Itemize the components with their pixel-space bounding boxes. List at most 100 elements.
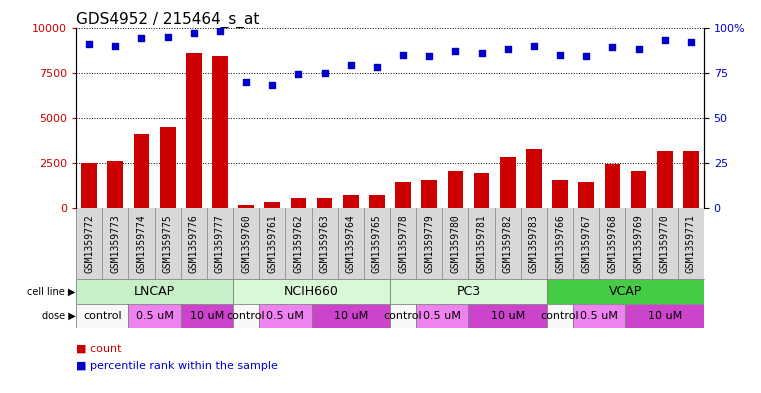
Bar [317,198,333,208]
Bar [500,157,516,208]
Bar [422,180,437,208]
Bar [260,304,311,328]
Point [188,30,200,36]
Bar [265,202,280,208]
Text: GSM1359762: GSM1359762 [294,214,304,273]
Text: GSM1359766: GSM1359766 [555,214,565,273]
Text: GSM1359782: GSM1359782 [503,214,513,273]
Point [449,48,461,54]
Bar [390,279,547,304]
Point [266,82,279,88]
Point [580,53,592,60]
Text: GSM1359778: GSM1359778 [398,214,408,273]
Bar [186,53,202,208]
Text: VCAP: VCAP [609,285,642,298]
Text: GSM1359783: GSM1359783 [529,214,539,273]
Bar [291,198,306,208]
Text: GSM1359770: GSM1359770 [660,214,670,273]
Text: GSM1359781: GSM1359781 [476,214,486,273]
Bar [547,304,573,328]
Text: GSM1359767: GSM1359767 [581,214,591,273]
Bar [626,304,704,328]
Text: 10 uM: 10 uM [333,311,368,321]
Text: dose ▶: dose ▶ [42,311,75,321]
Bar [233,279,390,304]
Bar [469,304,547,328]
Text: control: control [83,311,122,321]
Point [83,40,95,47]
Bar [134,134,149,208]
Point [319,70,331,76]
Bar [212,57,228,208]
Text: GSM1359776: GSM1359776 [189,214,199,273]
Point [161,33,174,40]
Text: 10 uM: 10 uM [491,311,525,321]
Point [397,51,409,58]
Point [423,53,435,60]
Text: GSM1359763: GSM1359763 [320,214,330,273]
Text: 0.5 uM: 0.5 uM [266,311,304,321]
Text: 10 uM: 10 uM [648,311,682,321]
Text: GSM1359760: GSM1359760 [241,214,251,273]
Text: GSM1359775: GSM1359775 [163,214,173,273]
Bar [526,149,542,208]
Bar [631,171,646,208]
Point [371,64,383,70]
Text: GSM1359771: GSM1359771 [686,214,696,273]
Bar [369,195,385,208]
Text: control: control [227,311,266,321]
Text: 0.5 uM: 0.5 uM [581,311,618,321]
Point [607,44,619,51]
Text: GSM1359779: GSM1359779 [424,214,435,273]
Bar [552,180,568,208]
Bar [416,304,469,328]
Point [476,50,488,56]
Point [501,46,514,52]
Bar [107,161,123,208]
Bar [390,304,416,328]
Text: control: control [384,311,422,321]
Bar [81,163,97,208]
Text: 0.5 uM: 0.5 uM [135,311,174,321]
Bar [233,304,260,328]
Bar [76,304,129,328]
Text: 0.5 uM: 0.5 uM [423,311,461,321]
Text: GSM1359765: GSM1359765 [372,214,382,273]
Text: LNCAP: LNCAP [134,285,175,298]
Bar [160,127,176,208]
Text: cell line ▶: cell line ▶ [27,286,75,296]
Point [554,51,566,58]
Bar [238,204,254,208]
Text: ■ count: ■ count [76,344,122,354]
Point [685,39,697,45]
Bar [578,182,594,208]
Point [658,37,670,43]
Text: GSM1359764: GSM1359764 [345,214,356,273]
Text: GSM1359780: GSM1359780 [451,214,460,273]
Bar [604,164,620,208]
Bar [547,279,704,304]
Text: 10 uM: 10 uM [189,311,224,321]
Text: GSM1359773: GSM1359773 [110,214,120,273]
Point [345,62,357,69]
Bar [181,304,233,328]
Bar [683,151,699,208]
Bar [76,279,233,304]
Text: GSM1359777: GSM1359777 [215,214,225,273]
Point [214,28,226,34]
Text: GSM1359772: GSM1359772 [84,214,94,273]
Text: GSM1359768: GSM1359768 [607,214,617,273]
Point [632,46,645,52]
Text: GSM1359761: GSM1359761 [267,214,277,273]
Point [292,72,304,78]
Bar [447,171,463,208]
Bar [473,173,489,208]
Bar [395,182,411,208]
Text: ■ percentile rank within the sample: ■ percentile rank within the sample [76,362,278,371]
Text: GSM1359774: GSM1359774 [136,214,147,273]
Bar [343,195,358,208]
Point [110,42,122,49]
Text: GSM1359769: GSM1359769 [633,214,644,273]
Text: PC3: PC3 [457,285,480,298]
Bar [573,304,626,328]
